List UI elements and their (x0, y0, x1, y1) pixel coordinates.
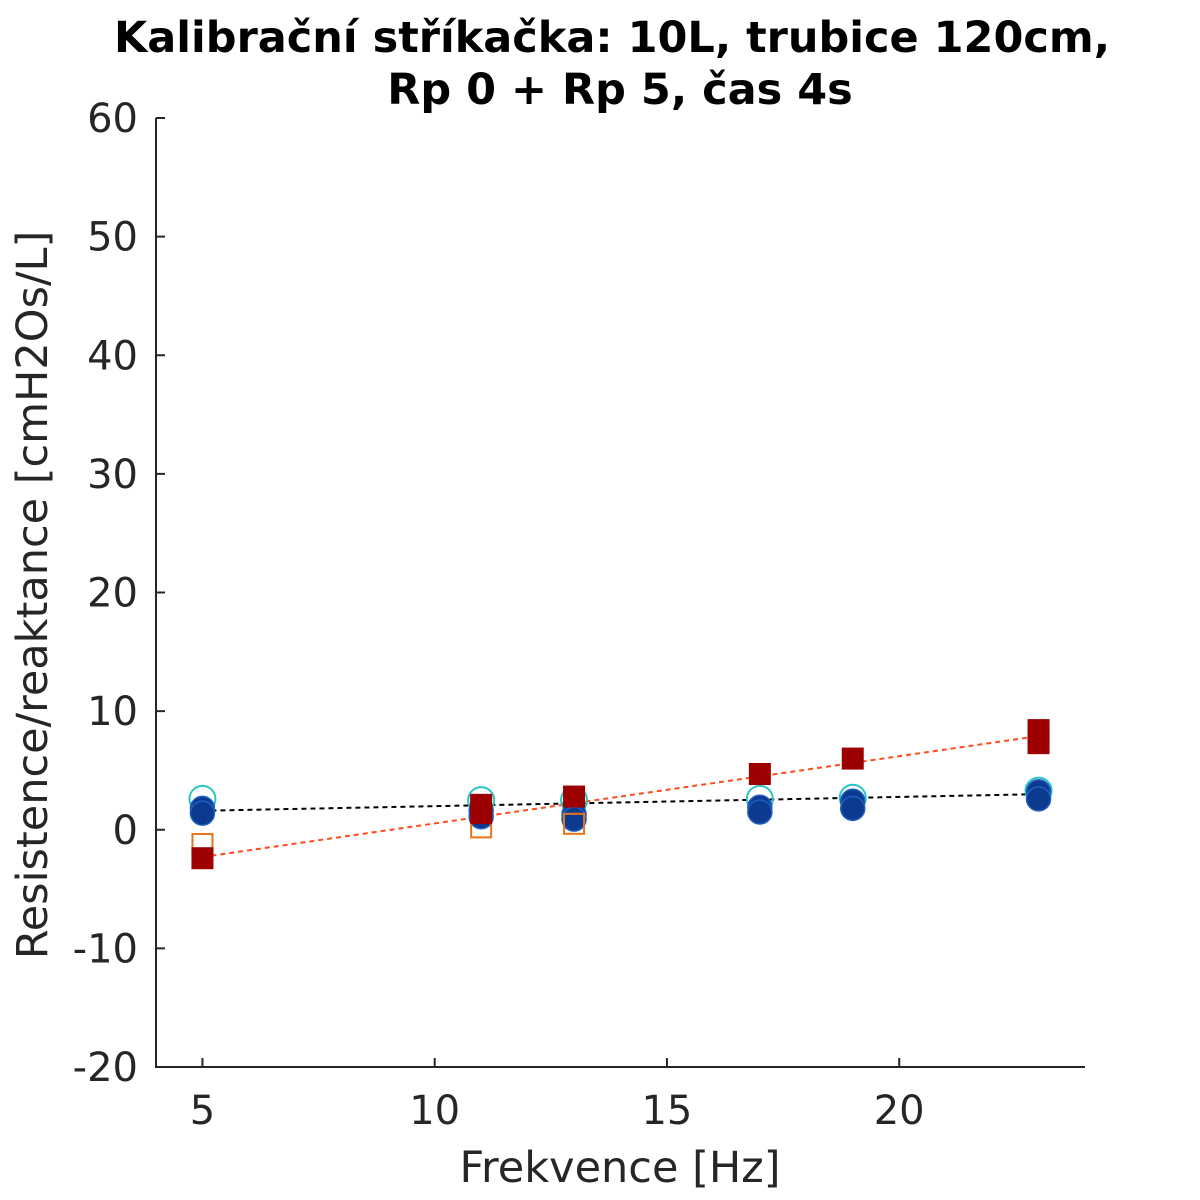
trend-line (202, 735, 1039, 859)
y-ticks: -20 -10 0 10 20 30 40 50 60 (73, 96, 165, 1091)
data-point-square-filled (841, 747, 864, 770)
data-point-square-filled (748, 762, 771, 785)
y-tick-label: -10 (73, 926, 138, 972)
y-tick-label: 30 (87, 452, 138, 498)
fit-lines (202, 735, 1039, 859)
data-point-circle-filled (747, 799, 773, 825)
data-point-square-filled (563, 785, 586, 808)
data-points (188, 719, 1053, 870)
y-axis-label: Resistence/reaktance [cmH2Os/L] (8, 231, 58, 959)
data-point-circle-filled (189, 800, 216, 826)
data-point-square-filled (1027, 719, 1050, 742)
y-tick-label: 60 (87, 96, 138, 142)
chart-title-line-1: Kalibrační stříkačka: 10L, trubice 120cm… (114, 13, 1110, 63)
x-axis-label: Frekvence [Hz] (459, 1143, 780, 1193)
data-point-circle-filled (1025, 786, 1052, 812)
x-tick-label: 20 (874, 1088, 925, 1134)
chart-title-line-2: Rp 0 + Rp 5, čas 4s (387, 65, 852, 115)
axes (155, 118, 1085, 1068)
data-point-circle-filled (561, 806, 587, 832)
x-tick-label: 10 (409, 1088, 460, 1134)
y-tick-label: 20 (87, 571, 138, 617)
data-point-square-filled (191, 847, 214, 870)
data-point-square-open (563, 812, 586, 835)
data-point-circle-filled (840, 795, 866, 822)
y-tick-label: 10 (87, 689, 138, 735)
trend-line (202, 793, 1039, 812)
y-tick-label: 50 (87, 215, 138, 261)
x-tick-label: 5 (190, 1088, 215, 1134)
x-tick-label: 15 (641, 1088, 692, 1134)
x-ticks: 5 10 15 20 (190, 1058, 925, 1134)
y-tick-label: 40 (87, 333, 138, 379)
y-tick-label: -20 (73, 1045, 138, 1091)
data-point-square-filled (470, 793, 493, 816)
y-tick-label: 0 (113, 808, 138, 854)
